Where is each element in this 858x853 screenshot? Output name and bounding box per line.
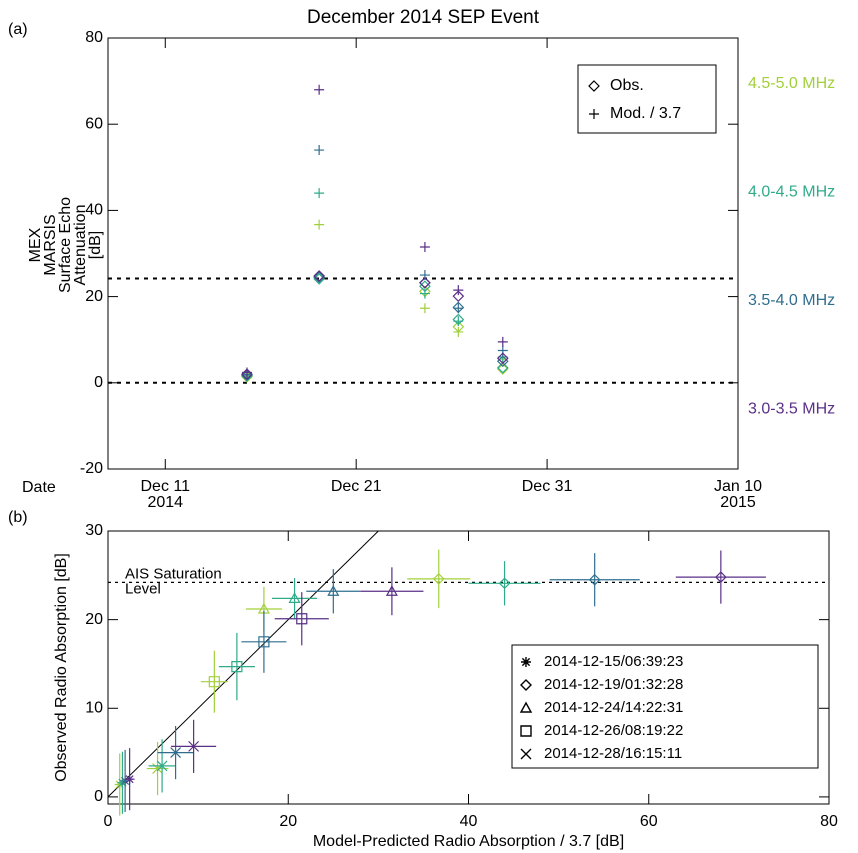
- point-marker: [188, 740, 200, 752]
- point-marker: [231, 661, 243, 673]
- legend-symbol: [520, 725, 532, 737]
- chart-title: December 2014 SEP Event: [307, 7, 540, 28]
- y-tick-label: 40: [85, 202, 103, 219]
- obs-marker: [452, 290, 465, 303]
- point-marker: [124, 774, 135, 785]
- point-marker: [385, 585, 398, 596]
- mod-marker: [497, 336, 508, 347]
- point-marker: [715, 571, 727, 583]
- plot-frame: [107, 37, 739, 470]
- x-tick-label: 80: [820, 813, 838, 830]
- legend-symbol: [520, 679, 532, 691]
- point-marker: [288, 592, 301, 603]
- point-marker: [432, 573, 445, 585]
- mod-marker: [453, 285, 464, 296]
- obs-marker: [496, 352, 509, 365]
- point-marker: [120, 775, 131, 786]
- legend-symbol: [588, 80, 600, 92]
- point-marker: [117, 777, 128, 788]
- legend-symbol: [589, 109, 599, 119]
- legend-symbol: [520, 748, 532, 760]
- y-axis-title: Surface Echo: [57, 197, 74, 293]
- x-tick-label: 20: [279, 813, 297, 830]
- point-marker: [156, 760, 168, 772]
- point-marker: [327, 585, 340, 596]
- y-tick-label: 30: [85, 522, 103, 539]
- legend-symbol: [521, 657, 531, 667]
- point-marker: [588, 573, 601, 586]
- x-tick-label: Jan 10 2015: [714, 478, 762, 511]
- y-tick-label: 0: [94, 788, 103, 805]
- mod-marker: [453, 303, 464, 314]
- mod-marker: [314, 84, 325, 95]
- obs-marker: [496, 361, 509, 374]
- x-axis-title: Model-Predicted Radio Absorption / 3.7 […: [313, 833, 624, 850]
- mod-marker: [453, 316, 464, 327]
- y-axis-title: MEX: [27, 227, 44, 262]
- mod-marker: [419, 303, 430, 314]
- point-marker: [296, 613, 308, 625]
- band-label: 3.0-3.5 MHz: [748, 401, 835, 418]
- y-tick-label: 10: [85, 699, 103, 716]
- panel-label: (a): [8, 21, 28, 38]
- y-axis-title: [dB]: [87, 231, 104, 259]
- band-label: 3.5-4.0 MHz: [748, 292, 835, 309]
- y-axis-title: Attenuation: [72, 205, 89, 286]
- legend-label: Mod. / 3.7: [610, 105, 681, 122]
- legend-label: 2014-12-24/14:22:31: [544, 699, 683, 716]
- legend-label: 2014-12-19/01:32:28: [544, 676, 683, 693]
- y-tick-label: 80: [85, 29, 103, 46]
- y-tick-label: 20: [85, 611, 103, 628]
- x-tick-label: 60: [640, 813, 658, 830]
- saturation-label: AIS Saturation Level: [125, 565, 222, 597]
- y-axis-title: MARSIS: [42, 214, 59, 275]
- x-tick-label: 0: [104, 813, 113, 830]
- mod-marker: [314, 188, 325, 199]
- point-marker: [258, 636, 270, 648]
- mod-marker: [314, 145, 325, 156]
- band-label: 4.0-4.5 MHz: [748, 184, 835, 201]
- obs-marker: [313, 271, 325, 284]
- legend-box: [577, 64, 717, 134]
- point-marker: [114, 779, 125, 790]
- point-marker: [170, 747, 182, 759]
- obs-marker: [419, 276, 431, 289]
- legend-label: 2014-12-15/06:39:23: [544, 653, 683, 670]
- y-tick-label: 20: [85, 288, 103, 305]
- point-marker: [498, 577, 511, 590]
- y-tick-label: -20: [80, 460, 103, 477]
- x-axis-title: Date: [22, 479, 56, 496]
- mod-marker: [453, 326, 464, 337]
- obs-marker: [241, 369, 253, 381]
- x-tick-label: 40: [460, 813, 478, 830]
- panel-label: (b): [8, 509, 28, 526]
- legend-box: [511, 644, 819, 769]
- y-tick-label: 0: [94, 374, 103, 391]
- band-label: 4.5-5.0 MHz: [748, 75, 835, 92]
- legend-label: 2014-12-28/16:15:11: [544, 745, 682, 762]
- mod-marker: [419, 242, 430, 253]
- mod-marker: [314, 219, 325, 230]
- mod-marker: [241, 367, 252, 378]
- obs-marker: [496, 363, 509, 375]
- obs-marker: [313, 270, 325, 282]
- x-tick-label: Dec 31: [522, 478, 573, 495]
- x-tick-label: Dec 11 2014: [141, 478, 191, 511]
- y-tick-label: 60: [85, 115, 103, 132]
- legend-label: 2014-12-26/08:19:22: [544, 722, 683, 739]
- mod-marker: [419, 288, 430, 299]
- y-axis-title: Observed Radio Absorption [dB]: [53, 553, 70, 782]
- legend-label: Obs.: [610, 77, 644, 94]
- x-tick-label: Dec 21: [331, 478, 382, 495]
- legend-symbol: [519, 701, 533, 713]
- point-marker: [208, 676, 220, 688]
